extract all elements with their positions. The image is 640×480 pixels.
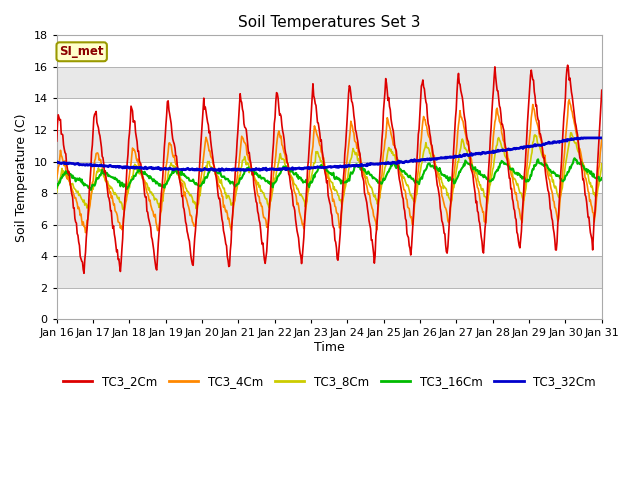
Bar (57, 67, 602, 98)
Title: Soil Temperatures Set 3: Soil Temperatures Set 3 (238, 15, 420, 30)
Bar (57, 36, 602, 67)
Bar (57, 193, 602, 225)
Bar (57, 288, 602, 319)
Bar (57, 256, 602, 288)
Text: SI_met: SI_met (60, 45, 104, 58)
Legend: TC3_2Cm, TC3_4Cm, TC3_8Cm, TC3_16Cm, TC3_32Cm: TC3_2Cm, TC3_4Cm, TC3_8Cm, TC3_16Cm, TC3… (58, 371, 600, 393)
X-axis label: Time: Time (314, 341, 344, 354)
Bar (57, 162, 602, 193)
Bar (57, 130, 602, 162)
Y-axis label: Soil Temperature (C): Soil Temperature (C) (15, 113, 28, 241)
Bar (57, 98, 602, 130)
Bar (57, 225, 602, 256)
